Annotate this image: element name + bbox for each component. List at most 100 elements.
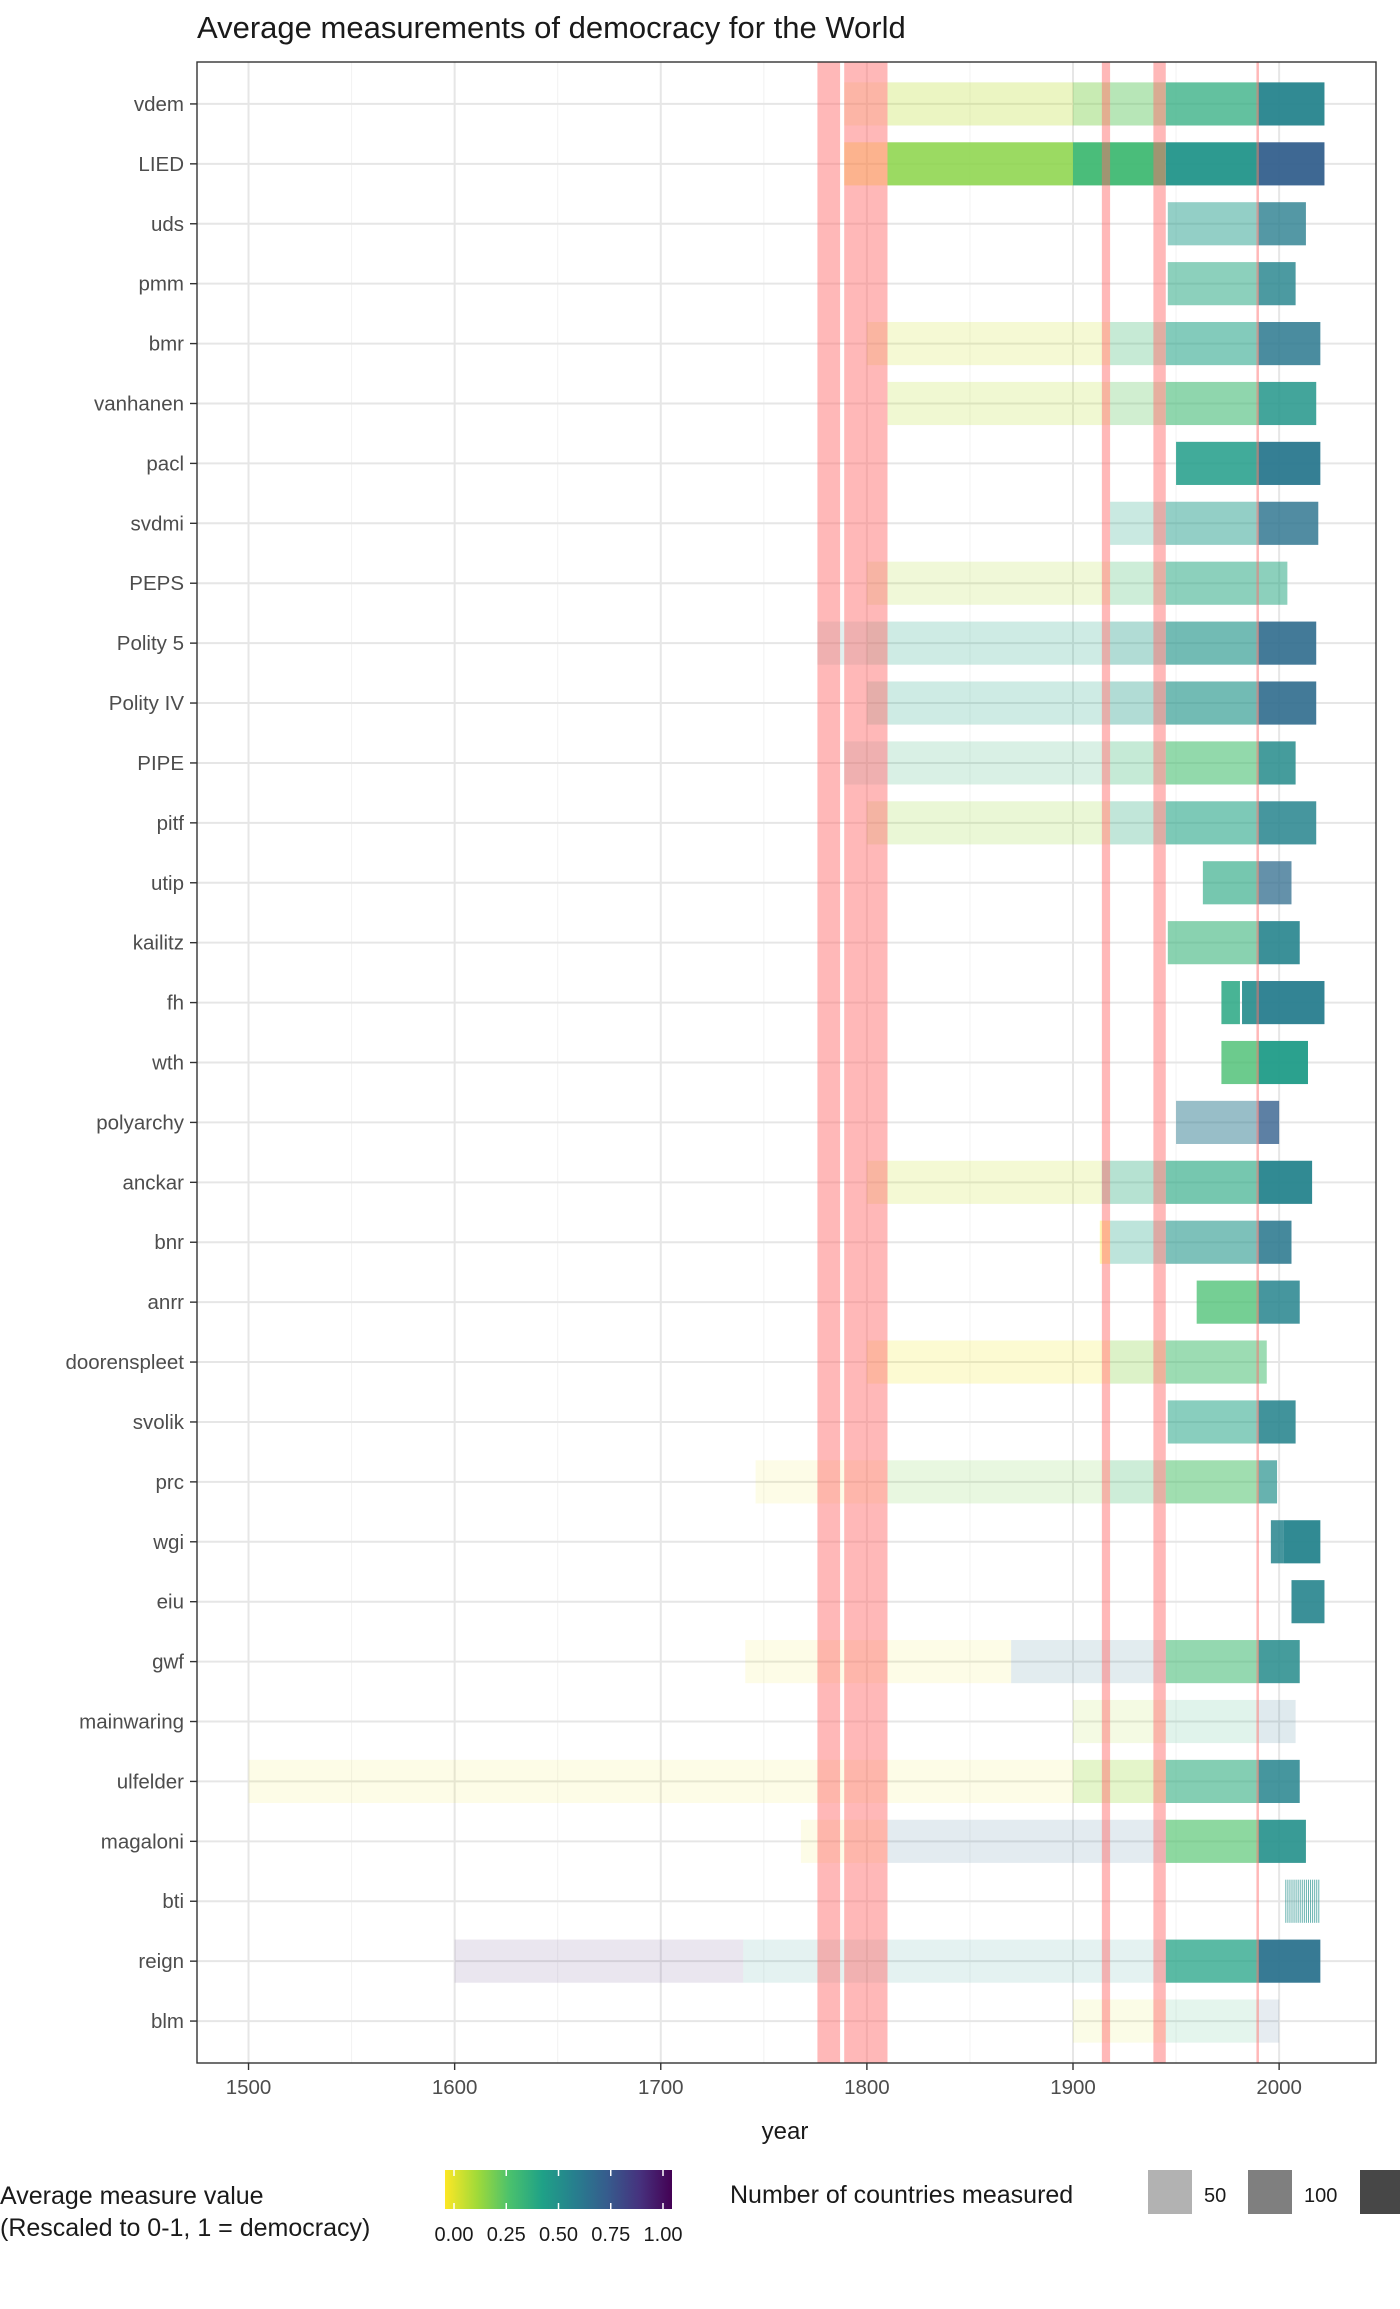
- row-mainwaring: [1073, 1699, 1296, 1744]
- row-pacl: [1176, 441, 1321, 485]
- bar-segment: [745, 1640, 1012, 1684]
- y-tick-label-prc: prc: [156, 1471, 184, 1494]
- bar-segment: [1258, 921, 1300, 965]
- row-fh: [1221, 981, 1325, 1025]
- bar-segment: [866, 681, 1111, 725]
- y-tick-label-utip: utip: [151, 872, 184, 895]
- row-bnr: [1099, 1220, 1292, 1264]
- bar-segment: [1289, 1879, 1291, 1923]
- bar-segment: [1110, 621, 1166, 665]
- row-vanhanen: [887, 381, 1317, 426]
- row-pmm: [1167, 262, 1296, 306]
- bar-segment: [1073, 82, 1111, 126]
- row-polyarchy: [1176, 1100, 1280, 1144]
- y-tick-label-anckar: anckar: [122, 1171, 184, 1194]
- reference-band: [1153, 62, 1166, 2063]
- bar-segment: [1110, 1340, 1166, 1384]
- bar-segment: [755, 1460, 888, 1504]
- bar-segment: [844, 741, 888, 785]
- bar-segment: [1291, 1879, 1293, 1923]
- row-bmr: [866, 322, 1321, 366]
- x-axis-label: year: [762, 2118, 809, 2145]
- bar-segment: [1303, 1879, 1305, 1923]
- y-tick-label-bmr: bmr: [149, 333, 184, 356]
- bar-segment: [1165, 381, 1259, 426]
- bar-segment: [1110, 741, 1166, 785]
- row-anckar: [866, 1160, 1313, 1204]
- row-pipe: [844, 741, 1296, 785]
- row-svolik: [1167, 1400, 1296, 1444]
- color-legend-title-line1: Average measure value: [0, 2182, 264, 2210]
- bar-segment: [1165, 1999, 1259, 2043]
- colorbar-tick-label: 0.75: [591, 2224, 630, 2246]
- bar-segment: [1165, 1939, 1259, 1983]
- y-tick-label-bti: bti: [162, 1890, 184, 1913]
- row-lied: [844, 142, 1325, 186]
- reference-band: [1256, 62, 1259, 2063]
- bar-segment: [866, 621, 1111, 665]
- row-uds: [1167, 202, 1306, 246]
- bar-segment: [1110, 322, 1166, 366]
- y-tick-label-ulfelder: ulfelder: [117, 1770, 184, 1793]
- bar-segment: [866, 322, 1111, 366]
- x-tick-label: 1700: [638, 2076, 684, 2099]
- row-wgi: [1270, 1520, 1321, 1564]
- bar-segment: [1165, 501, 1259, 545]
- x-axis: 1500 1600 1700 1800 1900 2000: [226, 2063, 1302, 2099]
- row-polity-iv: [866, 681, 1317, 725]
- y-tick-label-uds: uds: [151, 213, 184, 236]
- bar-segment: [248, 1759, 1074, 1803]
- bar-segment: [817, 621, 867, 665]
- row-ulfelder: [248, 1759, 1300, 1803]
- bar-segment: [1110, 501, 1166, 545]
- row-eiu: [1291, 1580, 1325, 1624]
- bar-segment: [1285, 1879, 1287, 1923]
- y-tick-label-fh: fh: [167, 992, 184, 1015]
- bar-segment: [1316, 1879, 1318, 1923]
- count-legend-key: [1148, 2170, 1192, 2214]
- bar-segment: [1011, 1640, 1166, 1684]
- x-tick-label: 1600: [432, 2076, 478, 2099]
- bar-segment: [1295, 1879, 1297, 1923]
- bar-segment: [1165, 82, 1259, 126]
- bar-segment: [844, 142, 888, 186]
- bar-segment: [1110, 801, 1166, 845]
- y-tick-label-pacl: pacl: [146, 452, 184, 475]
- row-pitf: [866, 801, 1317, 845]
- bar-segment: [1310, 1879, 1312, 1923]
- bar-segment: [1258, 322, 1321, 366]
- colorbar-ticks: 0.00 0.25 0.50 0.75 1.00: [435, 2170, 682, 2246]
- x-tick-label: 1500: [226, 2076, 272, 2099]
- y-tick-label-blm: blm: [151, 2010, 184, 2033]
- bar-segment: [1221, 1040, 1259, 1085]
- bar-segment: [887, 741, 1111, 785]
- bar-segment: [1258, 1400, 1296, 1444]
- y-tick-label-pmm: pmm: [138, 273, 184, 296]
- bar-segment: [1258, 1460, 1278, 1504]
- bar-segment: [887, 1460, 1111, 1504]
- row-bti: [1285, 1879, 1320, 1923]
- bar-segment: [1165, 801, 1259, 845]
- bar-segment: [1258, 1640, 1300, 1684]
- row-svdmi: [1110, 501, 1319, 545]
- bar-segment: [1165, 1220, 1259, 1264]
- bar-segment: [887, 381, 1111, 426]
- bar-segment: [1176, 441, 1259, 485]
- y-tick-label-magaloni: magaloni: [101, 1830, 184, 1853]
- bar-segment: [743, 1939, 1166, 1983]
- bar-segment: [1314, 1879, 1316, 1923]
- bar-segment: [844, 82, 888, 126]
- bar-segment: [1258, 741, 1296, 785]
- bar-segment: [800, 1819, 888, 1863]
- color-legend: Average measure value (Rescaled to 0-1, …: [0, 2170, 682, 2246]
- bar-segment: [1258, 621, 1317, 665]
- bar-segment: [1110, 1220, 1166, 1264]
- colorbar: [445, 2170, 672, 2209]
- bar-segment: [1165, 621, 1259, 665]
- bar-segment: [1258, 262, 1296, 306]
- bar-segment: [866, 801, 1111, 845]
- bar-segment: [1221, 981, 1240, 1025]
- bar-segment: [1305, 1879, 1307, 1923]
- row-polity-5: [817, 621, 1317, 665]
